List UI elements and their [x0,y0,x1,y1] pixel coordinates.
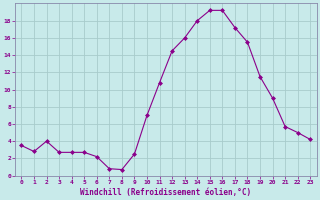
X-axis label: Windchill (Refroidissement éolien,°C): Windchill (Refroidissement éolien,°C) [80,188,252,197]
